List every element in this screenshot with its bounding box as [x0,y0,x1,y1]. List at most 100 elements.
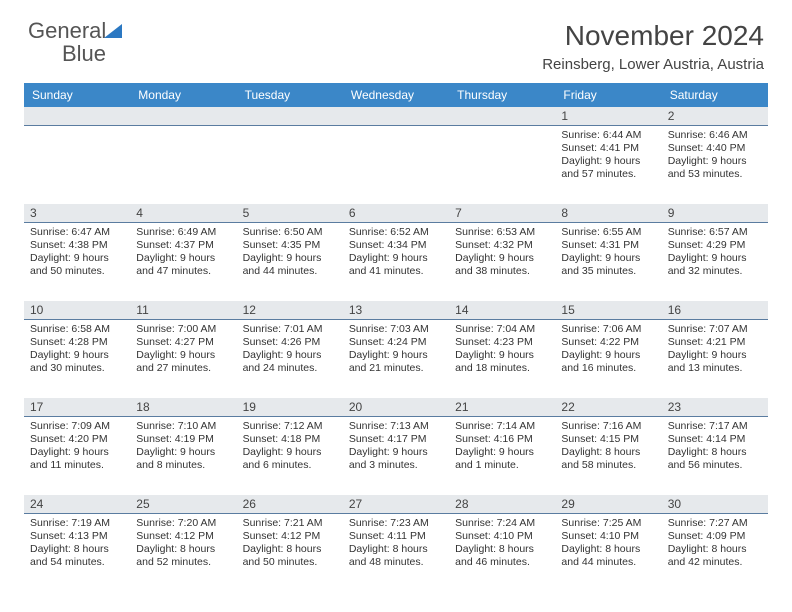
day-info: Sunrise: 7:00 AMSunset: 4:27 PMDaylight:… [136,323,230,376]
sunset: Sunset: 4:34 PM [349,239,443,252]
daylight-line2: and 8 minutes. [136,459,230,472]
sunset: Sunset: 4:35 PM [243,239,337,252]
sunset: Sunset: 4:16 PM [455,433,549,446]
daylight-line2: and 30 minutes. [30,362,124,375]
sunset: Sunset: 4:31 PM [561,239,655,252]
day-cell: Sunrise: 7:10 AMSunset: 4:19 PMDaylight:… [130,417,236,495]
sunset: Sunset: 4:38 PM [30,239,124,252]
sunset: Sunset: 4:26 PM [243,336,337,349]
day-cell [343,126,449,204]
day-info: Sunrise: 6:53 AMSunset: 4:32 PMDaylight:… [455,226,549,279]
sunrise: Sunrise: 6:55 AM [561,226,655,239]
day-info: Sunrise: 7:07 AMSunset: 4:21 PMDaylight:… [668,323,762,376]
daynum-row: 3456789 [24,204,768,223]
daylight-line1: Daylight: 9 hours [136,252,230,265]
daylight-line2: and 50 minutes. [30,265,124,278]
daylight-line1: Daylight: 9 hours [243,252,337,265]
sunrise: Sunrise: 7:27 AM [668,517,762,530]
daylight-line2: and 44 minutes. [561,556,655,569]
day-cell: Sunrise: 6:49 AMSunset: 4:37 PMDaylight:… [130,223,236,301]
sunset: Sunset: 4:41 PM [561,142,655,155]
day-cell: Sunrise: 7:04 AMSunset: 4:23 PMDaylight:… [449,320,555,398]
sunrise: Sunrise: 7:16 AM [561,420,655,433]
sunset: Sunset: 4:22 PM [561,336,655,349]
daylight-line2: and 1 minute. [455,459,549,472]
day-info: Sunrise: 6:50 AMSunset: 4:35 PMDaylight:… [243,226,337,279]
day-number [343,107,449,125]
sunrise: Sunrise: 7:03 AM [349,323,443,336]
daylight-line1: Daylight: 9 hours [561,349,655,362]
sunset: Sunset: 4:17 PM [349,433,443,446]
day-number: 11 [130,301,236,319]
daylight-line1: Daylight: 8 hours [243,543,337,556]
day-cell: Sunrise: 7:12 AMSunset: 4:18 PMDaylight:… [237,417,343,495]
day-info: Sunrise: 7:16 AMSunset: 4:15 PMDaylight:… [561,420,655,473]
sunset: Sunset: 4:15 PM [561,433,655,446]
day-cell: Sunrise: 7:19 AMSunset: 4:13 PMDaylight:… [24,514,130,592]
day-cell [130,126,236,204]
daylight-line1: Daylight: 8 hours [668,543,762,556]
day-number: 3 [24,204,130,222]
day-number: 28 [449,495,555,513]
day-info: Sunrise: 6:55 AMSunset: 4:31 PMDaylight:… [561,226,655,279]
daylight-line1: Daylight: 9 hours [243,349,337,362]
day-cell: Sunrise: 7:16 AMSunset: 4:15 PMDaylight:… [555,417,661,495]
day-info: Sunrise: 7:04 AMSunset: 4:23 PMDaylight:… [455,323,549,376]
day-number: 18 [130,398,236,416]
daylight-line2: and 54 minutes. [30,556,124,569]
logo-word2: Blue [62,41,106,66]
daylight-line2: and 41 minutes. [349,265,443,278]
sunrise: Sunrise: 7:12 AM [243,420,337,433]
day-number: 4 [130,204,236,222]
month-title: November 2024 [542,20,764,52]
sunrise: Sunrise: 6:58 AM [30,323,124,336]
daynum-row: 24252627282930 [24,495,768,514]
week-row: Sunrise: 6:58 AMSunset: 4:28 PMDaylight:… [24,320,768,398]
day-cell: Sunrise: 7:14 AMSunset: 4:16 PMDaylight:… [449,417,555,495]
sunrise: Sunrise: 6:52 AM [349,226,443,239]
daynum-row: 12 [24,107,768,126]
sunset: Sunset: 4:11 PM [349,530,443,543]
day-cell [449,126,555,204]
daylight-line2: and 52 minutes. [136,556,230,569]
day-number: 20 [343,398,449,416]
daylight-line1: Daylight: 8 hours [455,543,549,556]
day-info: Sunrise: 7:20 AMSunset: 4:12 PMDaylight:… [136,517,230,570]
daylight-line2: and 11 minutes. [30,459,124,472]
sunset: Sunset: 4:10 PM [455,530,549,543]
day-number [449,107,555,125]
daylight-line1: Daylight: 8 hours [136,543,230,556]
day-header: Saturday [662,83,768,107]
weeks-container: 12Sunrise: 6:44 AMSunset: 4:41 PMDayligh… [24,107,768,592]
day-cell: Sunrise: 7:03 AMSunset: 4:24 PMDaylight:… [343,320,449,398]
day-cell: Sunrise: 7:25 AMSunset: 4:10 PMDaylight:… [555,514,661,592]
day-number: 8 [555,204,661,222]
daylight-line1: Daylight: 9 hours [561,252,655,265]
sunset: Sunset: 4:23 PM [455,336,549,349]
calendar: SundayMondayTuesdayWednesdayThursdayFrid… [24,83,768,592]
daylight-line2: and 16 minutes. [561,362,655,375]
daylight-line1: Daylight: 9 hours [668,252,762,265]
sunset: Sunset: 4:24 PM [349,336,443,349]
day-cell: Sunrise: 7:27 AMSunset: 4:09 PMDaylight:… [662,514,768,592]
day-info: Sunrise: 7:01 AMSunset: 4:26 PMDaylight:… [243,323,337,376]
day-number: 25 [130,495,236,513]
daylight-line2: and 24 minutes. [243,362,337,375]
daylight-line1: Daylight: 9 hours [455,446,549,459]
daylight-line2: and 48 minutes. [349,556,443,569]
daylight-line1: Daylight: 9 hours [349,252,443,265]
day-info: Sunrise: 7:10 AMSunset: 4:19 PMDaylight:… [136,420,230,473]
daylight-line2: and 42 minutes. [668,556,762,569]
sunset: Sunset: 4:19 PM [136,433,230,446]
day-header: Wednesday [343,83,449,107]
daylight-line2: and 32 minutes. [668,265,762,278]
daylight-line1: Daylight: 9 hours [136,446,230,459]
daylight-line2: and 35 minutes. [561,265,655,278]
day-header: Tuesday [237,83,343,107]
sunrise: Sunrise: 6:57 AM [668,226,762,239]
day-number: 12 [237,301,343,319]
location: Reinsberg, Lower Austria, Austria [542,56,764,73]
day-cell: Sunrise: 7:13 AMSunset: 4:17 PMDaylight:… [343,417,449,495]
daylight-line1: Daylight: 9 hours [136,349,230,362]
daylight-line2: and 27 minutes. [136,362,230,375]
